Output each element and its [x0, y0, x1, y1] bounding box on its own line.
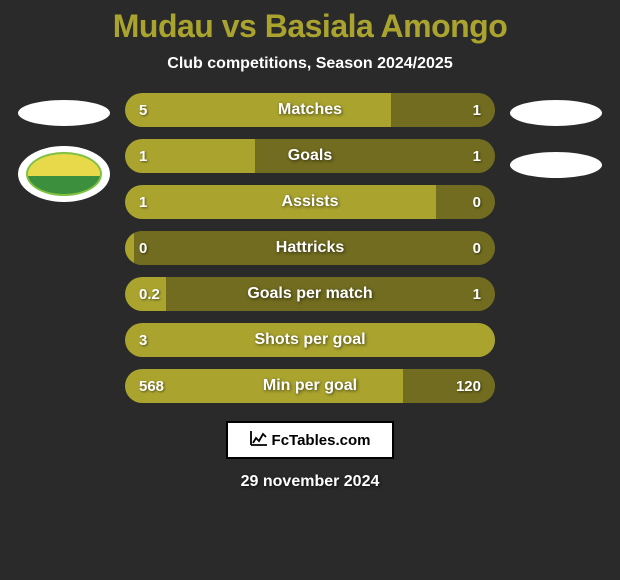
stat-label: Hattricks [276, 239, 344, 257]
stat-label: Min per goal [263, 377, 357, 395]
stat-value-left: 0.2 [139, 286, 160, 303]
player-badge-right-1 [510, 100, 602, 126]
stat-label: Goals [288, 147, 332, 165]
stat-bar-left [125, 185, 436, 219]
stat-label: Assists [282, 193, 339, 211]
stat-row: 5 1 Matches [125, 93, 495, 127]
team-logo-left [18, 146, 110, 202]
player-badge-left [18, 100, 110, 126]
page-subtitle: Club competitions, Season 2024/2025 [167, 55, 452, 73]
team-logo-inner [26, 152, 102, 196]
stat-value-right: 1 [473, 102, 481, 119]
stat-row: 1 1 Goals [125, 139, 495, 173]
stat-value-left: 568 [139, 378, 164, 395]
stat-bar-left [125, 231, 134, 265]
stats-column: 5 1 Matches 1 1 Goals 1 0 Assists 0 0 Hattricks 0.2 1… [125, 93, 495, 403]
stat-value-left: 1 [139, 194, 147, 211]
brand-text: FcTables.com [272, 432, 371, 449]
stat-value-right: 1 [473, 286, 481, 303]
stat-bar-left [125, 93, 391, 127]
stat-bar-right [403, 369, 496, 403]
comparison-widget: Mudau vs Basiala Amongo Club competition… [0, 0, 620, 580]
footer-date: 29 november 2024 [241, 473, 380, 491]
stat-row: 0 0 Hattricks [125, 231, 495, 265]
page-title: Mudau vs Basiala Amongo [113, 8, 508, 45]
stat-bar-right [436, 185, 495, 219]
right-player-col [511, 93, 601, 178]
stat-label: Shots per goal [254, 331, 365, 349]
stat-value-right: 120 [456, 378, 481, 395]
brand-badge[interactable]: FcTables.com [226, 421, 394, 459]
stat-value-right: 1 [473, 148, 481, 165]
chart-icon [250, 430, 268, 451]
stat-row: 0.2 1 Goals per match [125, 277, 495, 311]
stat-row: 568 120 Min per goal [125, 369, 495, 403]
stat-label: Matches [278, 101, 342, 119]
stat-value-left: 1 [139, 148, 147, 165]
stat-row: 3 Shots per goal [125, 323, 495, 357]
stat-row: 1 0 Assists [125, 185, 495, 219]
stat-label: Goals per match [247, 285, 372, 303]
left-player-col [19, 93, 109, 202]
player-badge-right-2 [510, 152, 602, 178]
stat-value-left: 5 [139, 102, 147, 119]
stat-value-right: 0 [473, 194, 481, 211]
stat-value-left: 0 [139, 240, 147, 257]
stat-value-left: 3 [139, 332, 147, 349]
main-area: 5 1 Matches 1 1 Goals 1 0 Assists 0 0 Hattricks 0.2 1… [0, 93, 620, 403]
stat-value-right: 0 [473, 240, 481, 257]
